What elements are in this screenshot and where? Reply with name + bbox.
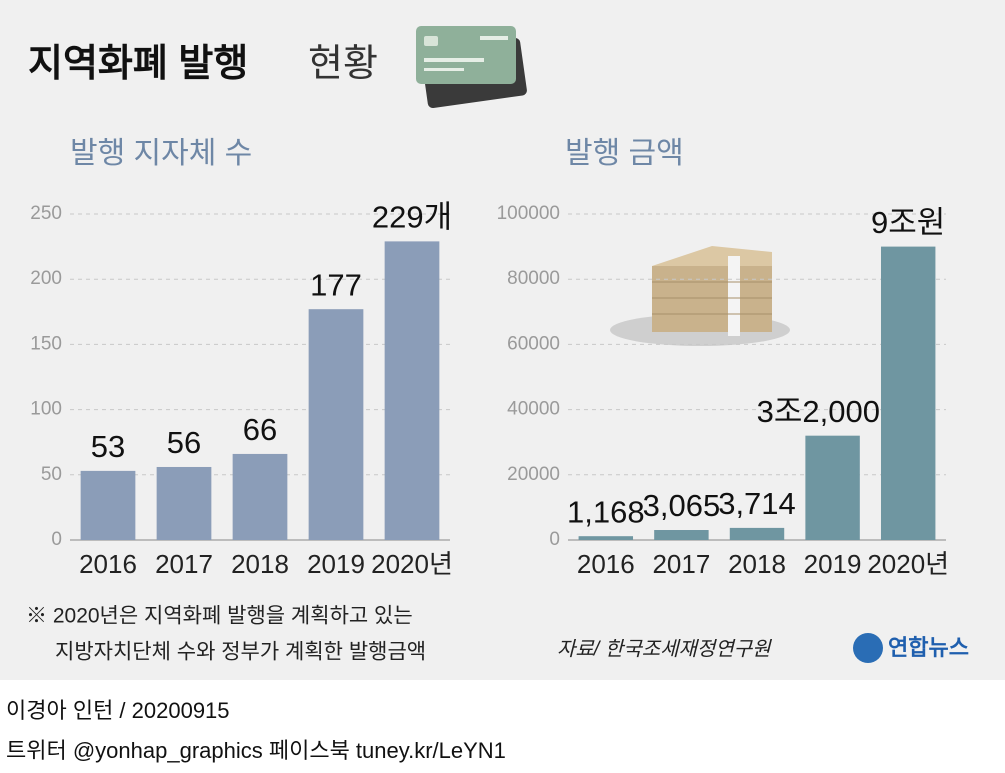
- bar: [232, 453, 288, 540]
- value-label: 66: [243, 412, 277, 447]
- value-label: 9조원: [871, 205, 945, 240]
- credit: 이경아 인턴 / 20200915: [6, 698, 230, 723]
- chart-title: 발행 금액: [565, 137, 684, 170]
- money-stack: [610, 246, 790, 346]
- source: 자료/ 한국조세재정연구원: [557, 638, 772, 660]
- x-tick-label: 2017: [652, 549, 710, 579]
- value-label: 1,168: [567, 494, 645, 529]
- chart-title: 발행 지자체 수: [70, 137, 252, 170]
- y-tick-label: 0: [549, 529, 560, 550]
- value-label: 53: [91, 429, 125, 464]
- value-label: 177: [310, 267, 362, 302]
- value-label: 3,065: [643, 488, 721, 523]
- y-tick-label: 80000: [507, 268, 560, 289]
- x-tick-label: 2020년: [867, 549, 949, 579]
- x-tick-label: 2016: [577, 549, 635, 579]
- y-tick-label: 20000: [507, 464, 560, 485]
- bar: [156, 466, 212, 540]
- y-tick-label: 40000: [507, 399, 560, 420]
- credit: 트위터 @yonhap_graphics 페이스북 tuney.kr/LeYN1: [6, 738, 506, 763]
- footnote: ※ 2020년은 지역화폐 발행을 계획하고 있는: [26, 605, 413, 628]
- value-label: 229개: [372, 200, 452, 235]
- y-tick-label: 50: [41, 464, 62, 485]
- panel-background: [0, 0, 1005, 680]
- x-tick-label: 2019: [307, 549, 365, 579]
- bar: [308, 309, 364, 540]
- logo: 연합뉴스: [853, 633, 969, 663]
- title-sub: 현황: [308, 43, 378, 85]
- logo-text: 연합뉴스: [888, 635, 969, 660]
- bar: [880, 246, 936, 540]
- x-tick-label: 2019: [804, 549, 862, 579]
- y-tick-label: 250: [30, 203, 62, 224]
- x-tick-label: 2016: [79, 549, 137, 579]
- x-tick-label: 2017: [155, 549, 213, 579]
- x-tick-label: 2018: [231, 549, 289, 579]
- bar: [578, 536, 634, 540]
- y-tick-label: 60000: [507, 333, 560, 354]
- bar: [654, 530, 709, 540]
- y-tick-label: 200: [30, 268, 62, 289]
- y-tick-label: 100000: [497, 203, 560, 224]
- bar: [805, 435, 860, 540]
- y-tick-label: 0: [51, 529, 62, 550]
- bar: [80, 470, 136, 540]
- footnote: 지방자치단체 수와 정부가 계획한 발행금액: [55, 641, 426, 664]
- x-tick-label: 2018: [728, 549, 786, 579]
- x-tick-label: 2020년: [371, 549, 453, 579]
- bar: [729, 527, 785, 540]
- value-label: 3,714: [718, 486, 796, 521]
- bar: [384, 241, 440, 540]
- title-main: 지역화폐 발행: [28, 43, 248, 85]
- y-tick-label: 150: [30, 333, 62, 354]
- y-tick-label: 100: [30, 399, 62, 420]
- value-label: 56: [167, 425, 201, 460]
- card-icon: [416, 26, 527, 109]
